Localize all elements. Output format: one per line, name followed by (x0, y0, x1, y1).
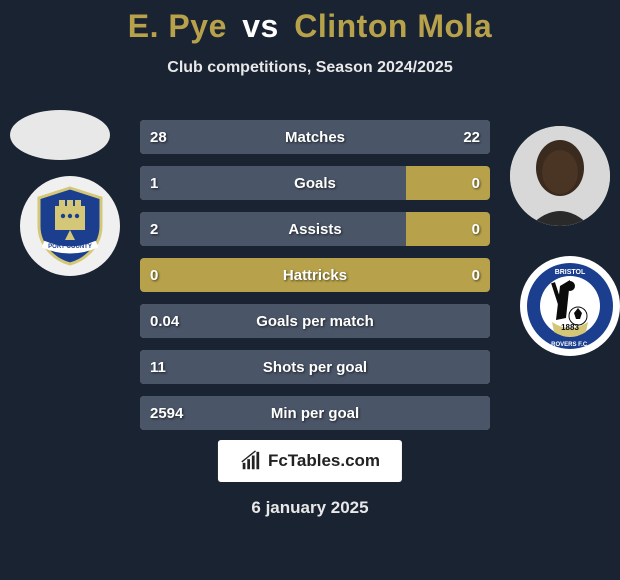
chart-icon (240, 450, 262, 472)
svg-text:BRISTOL: BRISTOL (555, 269, 586, 276)
stat-row: 0.04Goals per match (140, 304, 490, 338)
stat-value-right: 0 (472, 166, 480, 200)
svg-text:PORT COUNTY: PORT COUNTY (48, 244, 92, 250)
player1-photo (10, 110, 110, 160)
watermark: FcTables.com (218, 440, 402, 482)
avatar-icon (510, 126, 610, 226)
stat-row: 1Goals0 (140, 166, 490, 200)
svg-text:1883: 1883 (561, 323, 579, 332)
stat-label: Min per goal (140, 396, 490, 430)
stat-label: Hattricks (140, 258, 490, 292)
stats-list: 28Matches221Goals02Assists00Hattricks00.… (140, 120, 490, 442)
stat-row: 11Shots per goal (140, 350, 490, 384)
shield-icon: PORT COUNTY (35, 186, 105, 266)
player2-photo (510, 126, 610, 226)
stat-row: 2Assists0 (140, 212, 490, 246)
stat-row: 28Matches22 (140, 120, 490, 154)
page-title: E. Pye vs Clinton Mola (0, 8, 620, 45)
stat-label: Matches (140, 120, 490, 154)
date-label: 6 january 2025 (0, 498, 620, 518)
stat-label: Goals per match (140, 304, 490, 338)
stat-label: Shots per goal (140, 350, 490, 384)
watermark-text: FcTables.com (268, 451, 380, 471)
player2-club-crest: 1883 BRISTOL ROVERS F.C. (520, 256, 620, 356)
stat-value-right: 22 (463, 120, 480, 154)
player1-club-crest: PORT COUNTY (20, 176, 120, 276)
stat-label: Assists (140, 212, 490, 246)
subtitle: Club competitions, Season 2024/2025 (0, 59, 620, 77)
stat-row: 2594Min per goal (140, 396, 490, 430)
stat-value-right: 0 (472, 258, 480, 292)
stat-row: 0Hattricks0 (140, 258, 490, 292)
stat-label: Goals (140, 166, 490, 200)
stat-value-right: 0 (472, 212, 480, 246)
player1-name: E. Pye (128, 8, 227, 44)
svg-text:ROVERS F.C.: ROVERS F.C. (551, 342, 589, 348)
player2-name: Clinton Mola (294, 8, 492, 44)
comparison-card: E. Pye vs Clinton Mola Club competitions… (0, 0, 620, 580)
badge-icon: 1883 BRISTOL ROVERS F.C. (526, 262, 614, 350)
vs-label: vs (242, 8, 279, 44)
